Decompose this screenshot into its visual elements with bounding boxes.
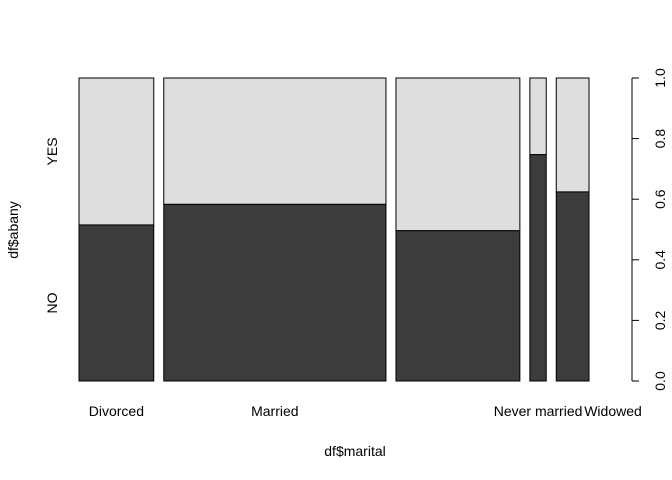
y-category-yes: YES bbox=[44, 137, 60, 165]
bar-no-never-married bbox=[529, 154, 547, 382]
bar-yes-widowed bbox=[555, 77, 590, 193]
x-tick-label-divorced: Divorced bbox=[89, 403, 144, 419]
bar-yes-category-2 bbox=[395, 77, 521, 232]
x-tick-label-never-married: Never married bbox=[494, 403, 583, 419]
bar-yes-married bbox=[163, 77, 387, 205]
x-axis-label: df$marital bbox=[324, 443, 385, 459]
bar-yes-divorced bbox=[78, 77, 155, 226]
bar-no-widowed bbox=[555, 191, 590, 382]
bar-yes-never-married bbox=[529, 77, 547, 156]
y-axis-label: df$abany bbox=[5, 201, 21, 259]
x-tick-label-widowed: Widowed bbox=[584, 403, 642, 419]
y-tick-label: 0.6 bbox=[652, 189, 668, 209]
y-tick-label: 0.8 bbox=[652, 129, 668, 149]
bar-no-category-2 bbox=[395, 230, 521, 382]
y-tick-label: 0.4 bbox=[652, 250, 668, 270]
y-category-labels: YES NO bbox=[44, 137, 60, 313]
y-tick-label: 0.2 bbox=[652, 310, 668, 330]
bars-group bbox=[78, 77, 590, 382]
bar-no-divorced bbox=[78, 224, 155, 382]
bar-no-married bbox=[163, 203, 387, 382]
y-tick-label: 1.0 bbox=[652, 68, 668, 88]
y-tick-label: 0.0 bbox=[652, 371, 668, 391]
y-category-no: NO bbox=[44, 292, 60, 313]
x-tick-label-married: Married bbox=[251, 403, 298, 419]
y-axis-right: 0.0 0.2 0.4 0.6 0.8 1.0 bbox=[631, 68, 668, 391]
x-category-labels: Divorced Married Never married Widowed bbox=[89, 403, 642, 419]
